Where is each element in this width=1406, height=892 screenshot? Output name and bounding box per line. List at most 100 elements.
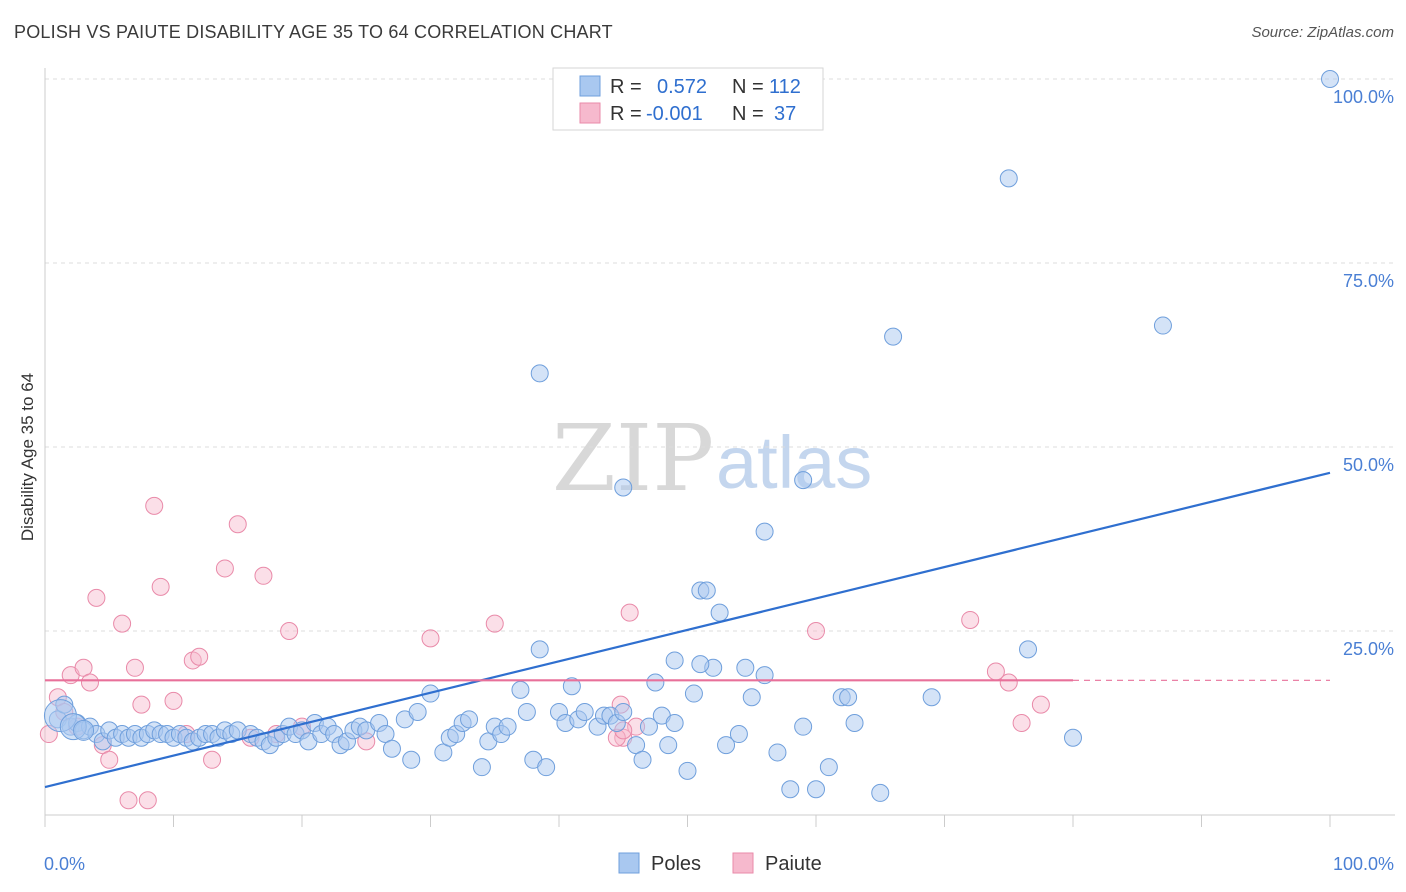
poles-point [691, 655, 710, 674]
bottom-legend-poles: Poles [651, 853, 701, 875]
bottom-legend-swatch-paiute [732, 852, 754, 874]
y-tick-label: 25.0% [1343, 639, 1394, 659]
paiute-point [125, 658, 144, 677]
poles-point [1321, 70, 1339, 88]
paiute-point [100, 750, 119, 769]
legend-paiute-r-value: -0.001 [646, 103, 703, 125]
poles-point [697, 581, 716, 600]
poles-point [678, 761, 697, 780]
x-tick-label-min: 0.0% [44, 854, 85, 874]
bottom-legend-swatch-poles [618, 852, 640, 874]
y-tick-label: 100.0% [1333, 87, 1394, 107]
paiute-point [807, 622, 825, 640]
poles-point [382, 739, 401, 758]
legend-poles-r-label: R = [610, 76, 642, 98]
poles-point [768, 743, 787, 762]
poles-point [460, 710, 479, 729]
paiute-point [280, 622, 299, 640]
paiute-point [138, 791, 157, 810]
poles-point [408, 702, 427, 721]
y-axis-tick-labels: 25.0% 50.0% 75.0% 100.0% [1333, 87, 1394, 659]
poles-point [839, 688, 858, 707]
bottom-legend-paiute: Paiute [765, 853, 822, 875]
paiute-point [254, 566, 273, 585]
poles-point [402, 750, 421, 769]
poles-point [742, 688, 761, 707]
paiute-point [80, 673, 99, 692]
poles-point [845, 714, 864, 732]
source-credit: Source: ZipAtlas.com [1251, 24, 1394, 41]
series-legend: Poles Paiute [618, 852, 822, 875]
poles-point [633, 750, 652, 769]
poles-point [575, 702, 594, 721]
paiute-point [164, 691, 183, 710]
poles-point [819, 758, 838, 777]
poles-point [794, 471, 813, 490]
poles-point [1153, 316, 1172, 335]
poles-point [871, 783, 890, 802]
y-tick-label: 75.0% [1343, 271, 1394, 291]
paiute-point [203, 750, 222, 769]
poles-point [1019, 640, 1038, 659]
axes [44, 68, 1395, 827]
poles-point [717, 736, 736, 755]
poles-point [884, 327, 903, 346]
legend-poles-n-value: 112 [769, 76, 801, 98]
poles-point [999, 169, 1018, 188]
trend-lines [44, 471, 1331, 789]
paiute-point [113, 614, 132, 633]
watermark-atlas: atlas [716, 421, 872, 504]
poles-point [530, 640, 549, 659]
poles-points [43, 70, 1339, 802]
poles-point [781, 780, 800, 799]
legend-poles-n-label: N = [732, 76, 764, 98]
paiute-point [1031, 695, 1050, 714]
poles-point [794, 717, 813, 736]
poles-point [614, 702, 633, 721]
watermark-zip: ZIP [552, 405, 714, 512]
poles-point [498, 717, 517, 736]
paiute-point [132, 695, 151, 714]
legend-paiute-n-value: 37 [774, 103, 796, 125]
legend-paiute-r-label: R = [610, 103, 642, 125]
chart-title: POLISH VS PAIUTE DISABILITY AGE 35 TO 64… [14, 22, 613, 42]
legend-swatch-poles [579, 75, 601, 97]
paiute-point [151, 577, 170, 596]
poles-point [922, 688, 941, 707]
poles-point [530, 364, 549, 383]
poles-point [729, 725, 748, 744]
poles-point [614, 478, 633, 497]
poles-point [1064, 728, 1082, 747]
poles-point [665, 651, 684, 670]
legend-swatch-paiute [579, 102, 601, 124]
poles-point [646, 673, 665, 692]
poles-point [511, 680, 530, 699]
correlation-legend: R = 0.572 N = 112 R = -0.001 N = 37 [552, 67, 824, 131]
poles-point [736, 658, 755, 677]
poles-point [517, 702, 536, 721]
paiute-point [190, 647, 209, 666]
poles-point [710, 603, 729, 622]
poles-point [684, 684, 703, 703]
poles-trend-line [44, 471, 1331, 789]
y-axis-title: Disability Age 35 to 64 [18, 373, 37, 541]
poles-point [659, 736, 678, 755]
paiute-point [421, 629, 440, 648]
paiute-point [620, 603, 639, 622]
paiute-point [485, 614, 504, 633]
paiute-point [228, 515, 247, 534]
paiute-point [145, 496, 164, 515]
paiute-point [215, 559, 234, 578]
poles-point [639, 717, 658, 736]
poles-point [665, 714, 684, 732]
legend-poles-r-value: 0.572 [657, 76, 707, 98]
poles-point [807, 780, 825, 799]
paiute-point [119, 791, 138, 810]
poles-point [537, 758, 556, 777]
gridlines [45, 78, 1395, 632]
paiute-point [961, 610, 980, 629]
x-tick-label-max: 100.0% [1333, 854, 1394, 874]
paiute-point [1012, 714, 1031, 732]
poles-point [755, 522, 774, 541]
